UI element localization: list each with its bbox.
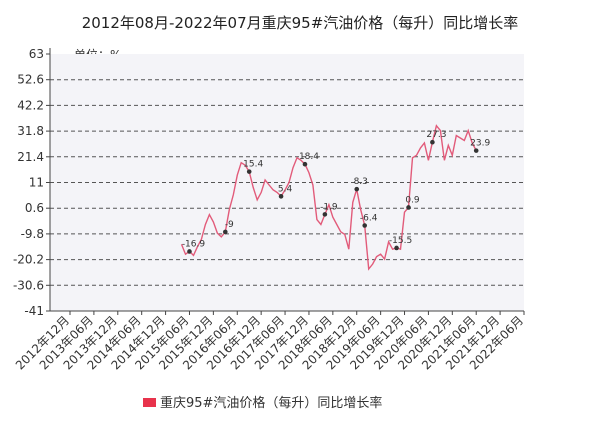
data-point[interactable] [406,205,411,210]
data-point[interactable] [187,249,192,254]
data-label: -16.9 [182,239,206,249]
y-tick-label: -20.2 [13,253,44,267]
x-axis: 2012年12月2013年06月2013年12月2014年06月2014年12月… [13,310,526,372]
y-tick-label: 11 [29,176,44,190]
y-tick-label: 0.6 [25,201,44,215]
data-point[interactable] [354,186,360,192]
data-point[interactable] [394,245,399,251]
data-label: 23.9 [470,139,490,149]
data-label: -9 [225,220,234,230]
y-tick-label: 52.6 [17,73,44,87]
data-point[interactable] [473,148,479,153]
y-axis: 63 52.6 42.2 31.8 21.4 11 0.6 -9.8 -20.2 -30.6 -41 [13,47,51,318]
data-point[interactable] [302,161,308,167]
y-tick-label: -9.8 [21,227,44,241]
data-label: 8.3 [354,177,368,187]
data-point[interactable] [322,212,328,217]
data-label: -15.5 [389,236,412,246]
y-tick-label: 63 [29,47,44,61]
y-tick-label: -30.6 [13,278,44,292]
y-tick-label: 42.2 [17,98,44,112]
data-point[interactable] [223,229,228,235]
y-tick-label: 21.4 [17,150,44,164]
y-tick-label: 31.8 [17,124,44,138]
data-label: -6.4 [360,213,378,223]
data-point[interactable] [430,139,435,145]
legend[interactable]: 重庆95#汽油价格（每升）同比增长率 [143,395,382,411]
data-label: 15.4 [243,160,263,170]
series-line [180,124,477,271]
data-point[interactable] [362,223,368,228]
chart-title: 2012年08月-2022年07月重庆95#汽油价格（每升）同比增长率 [82,14,519,32]
data-label: 27.3 [426,130,446,140]
legend-label: 重庆95#汽油价格（每升）同比增长率 [160,395,382,411]
data-label: 18.4 [299,152,319,162]
data-points: -16.9 -9 15.4 5.4 18.4 -1.9 8.3 -6.4 -15.5 0.9 27.… [182,130,491,254]
data-label: -1.9 [320,202,338,212]
data-point[interactable] [278,194,284,199]
series-group [180,124,477,271]
legend-swatch [143,398,156,407]
data-label: 0.9 [405,195,420,205]
y-tick-label: -41 [24,304,44,318]
data-label: 5.4 [278,184,293,194]
data-point[interactable] [246,169,252,174]
